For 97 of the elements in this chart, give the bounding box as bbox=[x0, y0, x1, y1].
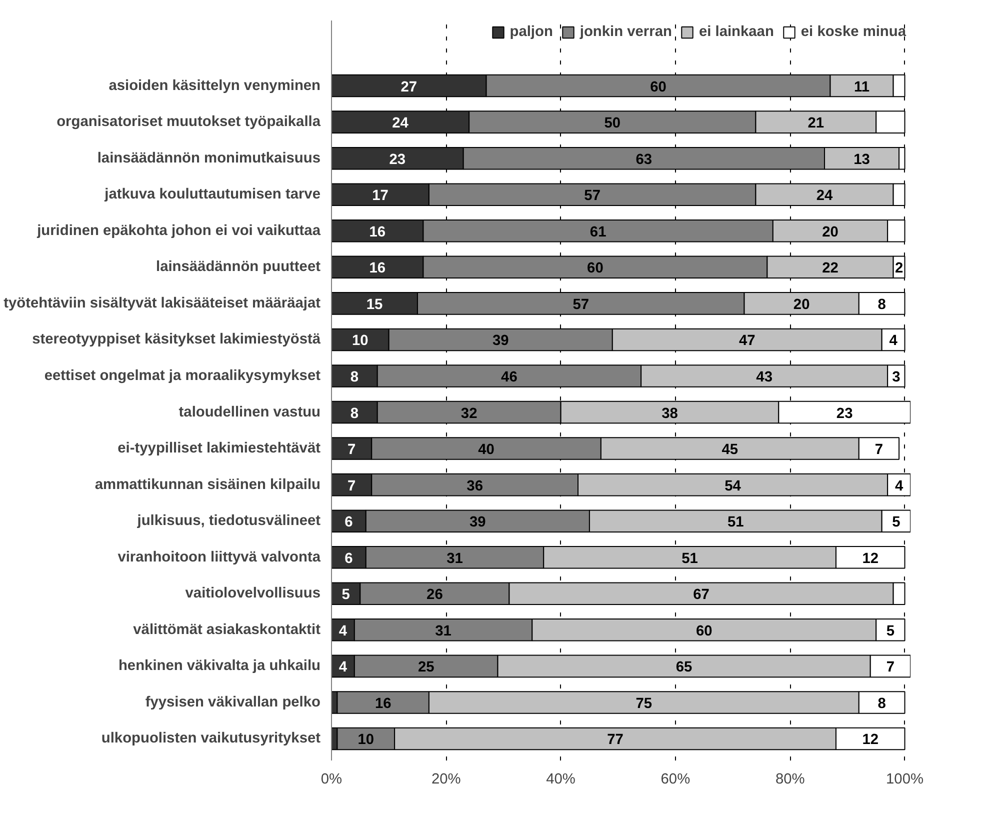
data-label: 75 bbox=[636, 696, 652, 712]
data-label: 36 bbox=[466, 478, 483, 494]
data-label: 16 bbox=[369, 260, 386, 277]
x-tick-label: 20% bbox=[431, 772, 461, 788]
data-label: 32 bbox=[460, 406, 478, 422]
data-label: 8 bbox=[350, 369, 359, 386]
data-label: 13 bbox=[854, 152, 870, 168]
data-label: 5 bbox=[342, 587, 350, 604]
data-label: 26 bbox=[426, 587, 443, 604]
data-label: 40 bbox=[478, 442, 494, 458]
data-label: 7 bbox=[347, 442, 356, 458]
data-label: 6 bbox=[344, 514, 353, 531]
data-label: 4 bbox=[338, 623, 348, 640]
legend-label: jonkin verran bbox=[580, 24, 672, 40]
data-label: 46 bbox=[501, 369, 518, 386]
data-label: 57 bbox=[572, 296, 590, 313]
y-tick-label: eettiset ongelmat ja moraalikysymykset bbox=[44, 368, 321, 384]
y-tick-label: työtehtäviin sisältyvät lakisääteiset määräajat bbox=[4, 295, 321, 312]
data-label: 51 bbox=[682, 550, 698, 567]
data-label: 7 bbox=[886, 660, 895, 676]
data-label: 22 bbox=[822, 260, 838, 277]
y-tick-label: välittömät asiakaskontaktit bbox=[133, 622, 321, 638]
data-label: 23 bbox=[389, 152, 406, 168]
y-tick-label: vaitiolovelvollisuus bbox=[185, 586, 321, 602]
data-label: 4 bbox=[338, 660, 348, 676]
data-label: 51 bbox=[728, 514, 744, 531]
data-label: 5 bbox=[892, 514, 900, 531]
data-label: 24 bbox=[816, 188, 834, 204]
data-label: 20 bbox=[822, 224, 838, 240]
y-tick-label: lainsäädännön puutteet bbox=[156, 259, 321, 276]
data-label: 10 bbox=[352, 333, 368, 350]
data-label: 67 bbox=[693, 587, 710, 604]
data-label: 3 bbox=[892, 369, 900, 386]
data-label: 60 bbox=[587, 260, 604, 277]
data-label: 60 bbox=[696, 623, 712, 640]
y-tick-label: lainsäädännön monimutkaisuus bbox=[97, 150, 321, 166]
y-tick-label: viranhoitoon liittyvä valvonta bbox=[118, 549, 322, 566]
data-label: 12 bbox=[862, 732, 879, 748]
data-label: 60 bbox=[650, 79, 666, 96]
x-tick-label: 80% bbox=[775, 772, 805, 788]
x-tick-label: 0% bbox=[320, 772, 342, 788]
y-tick-label: ammattikunnan sisäinen kilpailu bbox=[94, 476, 321, 493]
x-tick-label: 40% bbox=[546, 772, 576, 788]
data-label: 63 bbox=[636, 152, 652, 168]
y-tick-label: fyysisen väkivallan pelko bbox=[145, 694, 321, 710]
data-label: 31 bbox=[435, 623, 452, 640]
y-tick-label: organisatoriset muutokset työpaikalla bbox=[56, 114, 322, 130]
data-label: 16 bbox=[374, 696, 392, 712]
y-tick-label: julkisuus, tiedotusvälineet bbox=[136, 513, 321, 530]
data-label: 8 bbox=[350, 406, 359, 422]
data-label: 24 bbox=[392, 116, 410, 132]
data-label: 21 bbox=[808, 116, 824, 132]
data-label: 31 bbox=[446, 550, 463, 567]
data-label: 39 bbox=[470, 514, 486, 531]
data-label: 11 bbox=[854, 79, 870, 96]
data-label: 17 bbox=[372, 188, 388, 204]
data-label: 27 bbox=[400, 79, 418, 96]
data-label: 16 bbox=[369, 224, 386, 240]
data-label: 25 bbox=[418, 660, 434, 676]
y-tick-label: juridinen epäkohta johon ei voi vaikuttaa bbox=[36, 222, 322, 239]
x-tick-label: 100% bbox=[886, 772, 924, 788]
data-label: 7 bbox=[347, 478, 356, 494]
data-label: 77 bbox=[607, 732, 624, 748]
data-label: 47 bbox=[738, 333, 756, 350]
legend-label: paljon bbox=[510, 24, 553, 40]
data-label: 7 bbox=[874, 442, 884, 458]
x-tick-label: 60% bbox=[660, 772, 690, 788]
data-label: 39 bbox=[492, 333, 509, 350]
data-label: 12 bbox=[862, 550, 879, 567]
y-tick-label: asioiden käsittelyn venyminen bbox=[108, 78, 321, 94]
y-tick-label: jatkuva kouluttautumisen tarve bbox=[104, 186, 321, 203]
data-label: 57 bbox=[584, 188, 600, 204]
data-label: 4 bbox=[894, 478, 904, 494]
data-label: 8 bbox=[878, 296, 886, 313]
y-tick-label: henkinen väkivalta ja uhkailu bbox=[118, 658, 321, 674]
data-label: 43 bbox=[756, 369, 772, 386]
data-label: 61 bbox=[590, 224, 606, 240]
data-label: 45 bbox=[722, 442, 738, 458]
data-label: 65 bbox=[676, 660, 692, 676]
y-tick-label: taloudellinen vastuu bbox=[178, 404, 321, 420]
data-label: 4 bbox=[889, 333, 898, 350]
data-label: 5 bbox=[886, 623, 895, 640]
legend-label: ei koske minua bbox=[800, 24, 906, 40]
data-label: 38 bbox=[662, 406, 678, 422]
data-label: 8 bbox=[878, 696, 886, 712]
y-tick-label: ulkopuolisten vaikutusyritykset bbox=[101, 730, 321, 747]
data-label: 54 bbox=[724, 478, 742, 494]
data-label: 2 bbox=[894, 260, 904, 277]
y-tick-label: ei-tyypilliset lakimiestehtävät bbox=[118, 440, 321, 457]
data-label: 6 bbox=[344, 550, 353, 567]
y-tick-label: stereotyyppiset käsitykset lakimiestyöstä bbox=[32, 332, 322, 348]
data-label: 50 bbox=[604, 116, 621, 132]
data-label: 20 bbox=[793, 296, 810, 313]
data-label: 10 bbox=[358, 732, 374, 748]
legend-label: ei lainkaan bbox=[698, 24, 774, 40]
data-label: 15 bbox=[366, 296, 383, 313]
data-label: 23 bbox=[836, 406, 853, 422]
